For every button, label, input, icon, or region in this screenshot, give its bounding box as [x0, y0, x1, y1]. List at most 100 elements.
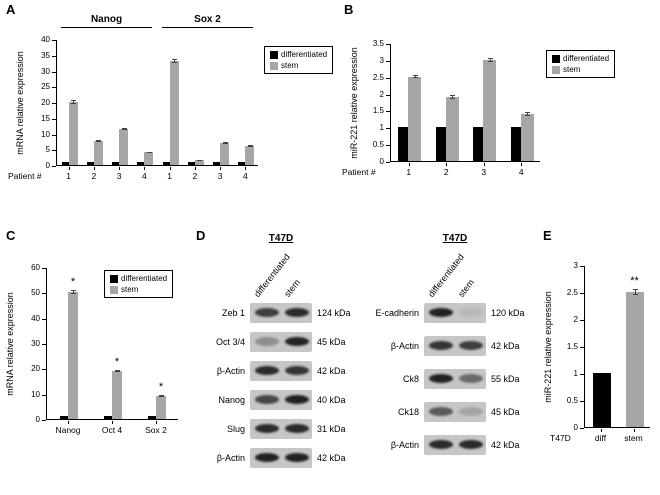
error-bar: [115, 369, 120, 373]
panel-label-b: B: [344, 2, 354, 17]
legend-entry: differentiated: [552, 54, 609, 63]
x-axis-tick: [408, 163, 410, 166]
legend: differentiated stem: [104, 270, 174, 298]
panel-b-chart: 0 0.5 1 1.5 2 2.5 3 3.5 1 2 3 4 miR-221 relative exp…: [342, 39, 616, 177]
protein-band: [429, 374, 453, 383]
y-tick-label: 40: [31, 313, 40, 323]
bar: [60, 416, 68, 419]
blot-row: Nanog 40 kDa: [198, 390, 351, 410]
molecular-weight-label: 55 kDa: [491, 374, 520, 384]
x-axis-label: Patient #: [342, 167, 376, 177]
x-tick-label: 1: [167, 171, 172, 181]
bar: [473, 127, 484, 161]
protein-band: [429, 407, 453, 416]
molecular-weight-label: 42 kDa: [491, 341, 520, 351]
blot-row: β-Actin 42 kDa: [198, 448, 351, 468]
bar: [220, 142, 230, 165]
protein-band: [459, 407, 483, 416]
x-tick-label: diff: [594, 433, 607, 443]
legend-entry: differentiated: [110, 274, 167, 283]
x-tick-label: 4: [243, 171, 248, 181]
y-tick-label: 1: [379, 123, 384, 133]
blot-image: [424, 369, 486, 389]
blot-row-label: E-cadherin: [375, 308, 419, 318]
blot-row-label: Oct 3/4: [215, 337, 245, 347]
y-axis-tick: [580, 374, 584, 375]
bar: [510, 127, 521, 161]
group-title-underline: [61, 27, 152, 28]
bar: [398, 127, 409, 161]
protein-band: [285, 395, 309, 404]
y-axis-tick: [386, 128, 390, 130]
bar: [137, 161, 145, 165]
legend-entry: differentiated: [270, 50, 327, 59]
protein-band: [459, 308, 483, 317]
y-tick-label: 50: [31, 288, 40, 298]
x-tick-label: 2: [91, 171, 97, 181]
bar: [592, 373, 611, 427]
protein-band: [255, 424, 279, 433]
x-tick-label: 3: [116, 171, 122, 181]
protein-band: [429, 308, 453, 317]
x-axis-label: Patient #: [8, 171, 42, 181]
y-tick-label: 20: [41, 98, 50, 107]
error-bar: [172, 59, 178, 63]
panel-label-e: E: [543, 228, 552, 243]
x-tick-label: Sox 2: [145, 425, 167, 435]
y-axis-tick: [386, 111, 390, 113]
error-bar: [71, 100, 77, 104]
blot-row-label: β-Actin: [216, 453, 245, 463]
protein-band: [285, 366, 309, 375]
y-axis-tick: [52, 87, 56, 89]
bar: [238, 161, 246, 165]
protein-band: [429, 341, 453, 350]
y-axis-tick: [42, 344, 46, 345]
y-axis-tick: [42, 268, 46, 269]
legend-label: stem: [563, 65, 581, 74]
blot-row-label: Ck18: [397, 407, 419, 417]
error-bar: [197, 159, 203, 161]
y-tick-label: 5: [45, 145, 50, 155]
blot-image: [250, 448, 312, 468]
x-axis-tick: [600, 429, 602, 432]
panel-e-chart: ** 0 0.5 1 1.5 2 2.5 3 diff stem miR-221 relative …: [543, 261, 650, 443]
significance-annotation: *: [114, 355, 120, 368]
x-tick-label: 1: [66, 171, 71, 181]
legend-swatch: [110, 285, 118, 294]
legend-swatch: [270, 50, 278, 59]
y-axis-label: mRNA relative expression: [5, 292, 15, 396]
blot-image: [250, 361, 312, 381]
y-axis-tick: [52, 118, 56, 120]
blot-row: Ck18 45 kDa: [366, 402, 525, 422]
group-title: Sox 2: [194, 14, 221, 25]
protein-band: [285, 337, 309, 346]
blot-row-label: β-Actin: [390, 341, 419, 351]
x-axis-tick: [220, 167, 222, 170]
molecular-weight-label: 31 kDa: [317, 424, 346, 434]
blot-row-label: Nanog: [218, 395, 245, 405]
bar: [156, 396, 166, 419]
y-tick-label: 10: [41, 129, 50, 139]
x-tick-label: 3: [217, 171, 223, 181]
y-tick-label: 2.5: [372, 72, 384, 82]
protein-band: [255, 308, 279, 317]
protein-band: [285, 308, 309, 317]
x-axis-tick: [633, 429, 635, 432]
panel-a-chart: 0 5 10 15 20 25 30 35 40 1 2 3 4 1 2 3 4 mRNA relative ex…: [8, 14, 334, 181]
legend-label: differentiated: [121, 274, 168, 283]
protein-band: [459, 440, 483, 449]
y-axis-label: miR-221 relative expression: [543, 291, 553, 403]
blot-image: [250, 332, 312, 352]
blot-image: [250, 419, 312, 439]
legend: differentiated stem: [264, 46, 334, 74]
blot-title: T47D: [442, 233, 468, 244]
blot-row-label: β-Actin: [216, 366, 245, 376]
plot-area: * * *: [46, 268, 178, 420]
blot-rows: E-cadherin 120 kDa β-Actin 42 kDa Ck8 55 kDa C…: [366, 303, 525, 455]
bar: [194, 160, 204, 165]
y-tick-label: 3: [573, 261, 578, 270]
bar: [408, 76, 422, 161]
x-axis-tick: [521, 163, 523, 166]
x-axis-label: T47D: [550, 433, 571, 443]
